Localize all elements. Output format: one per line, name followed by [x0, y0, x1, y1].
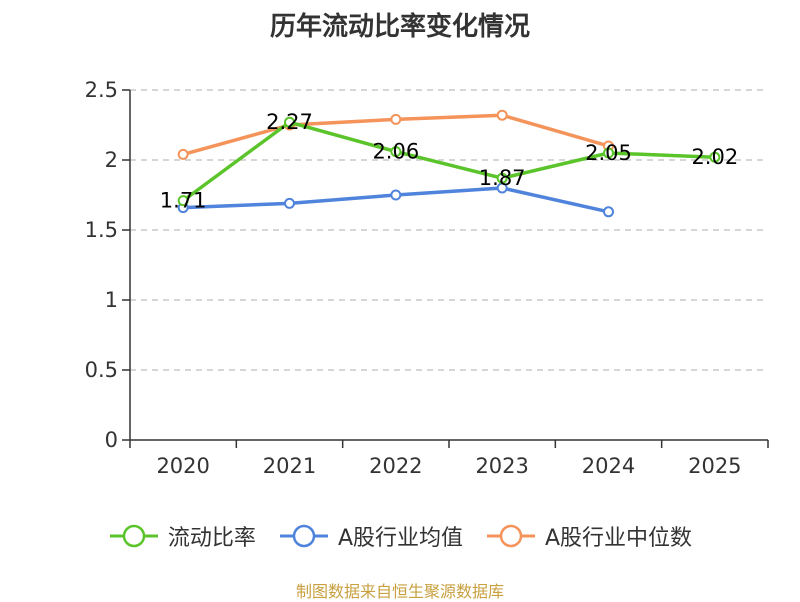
data-point	[603, 147, 614, 159]
data-label: 2.05	[585, 141, 632, 165]
legend-label: A股行业中位数	[545, 526, 693, 551]
data-point	[709, 151, 721, 163]
legend-label: 流动比率	[167, 526, 256, 551]
legend-item[interactable]: A股行业中位数	[485, 520, 692, 552]
data-point	[496, 172, 508, 184]
data-label: 1.87	[479, 166, 526, 190]
y-tick-label: 1	[105, 288, 118, 312]
data-point	[603, 206, 614, 218]
data-label: 2.27	[266, 110, 313, 134]
legend-swatch-icon	[487, 524, 535, 548]
x-tick-label: 2023	[475, 454, 528, 478]
data-point	[390, 146, 402, 158]
data-point	[177, 148, 189, 160]
legend-label: A股行业均值	[337, 526, 463, 551]
data-point	[284, 116, 295, 128]
x-tick-label: 2020	[156, 454, 209, 478]
source-note: 制图数据来自恒生聚源数据库	[295, 582, 504, 601]
data-point	[496, 109, 508, 121]
y-tick-label: 2.5	[85, 78, 118, 102]
x-tick-label: 2025	[688, 454, 741, 478]
x-tick-label: 2022	[369, 454, 422, 478]
data-label: 2.06	[372, 140, 419, 164]
y-tick-label: 1.5	[85, 218, 118, 242]
data-point	[177, 195, 189, 207]
legend-swatch-icon	[279, 524, 328, 548]
legend-item[interactable]: 流动比率	[108, 520, 256, 552]
legend: 流动比率 A股行业均值 A股行业中位数	[0, 520, 800, 552]
legend-item[interactable]: A股行业均值	[278, 520, 463, 552]
y-tick-label: 0.5	[85, 358, 118, 382]
data-point	[390, 189, 402, 201]
data-point	[390, 113, 402, 125]
x-tick-label: 2021	[263, 454, 316, 478]
data-label: 2.02	[691, 145, 738, 169]
x-tick-label: 2024	[582, 454, 635, 478]
y-tick-label: 2	[105, 148, 118, 172]
series-line	[182, 120, 715, 203]
data-label: 1.71	[160, 189, 207, 213]
legend-swatch-icon	[109, 524, 158, 548]
chart-title: 历年流动比率变化情况	[269, 12, 530, 42]
y-tick-label: 0	[105, 428, 118, 452]
data-point	[284, 197, 295, 209]
